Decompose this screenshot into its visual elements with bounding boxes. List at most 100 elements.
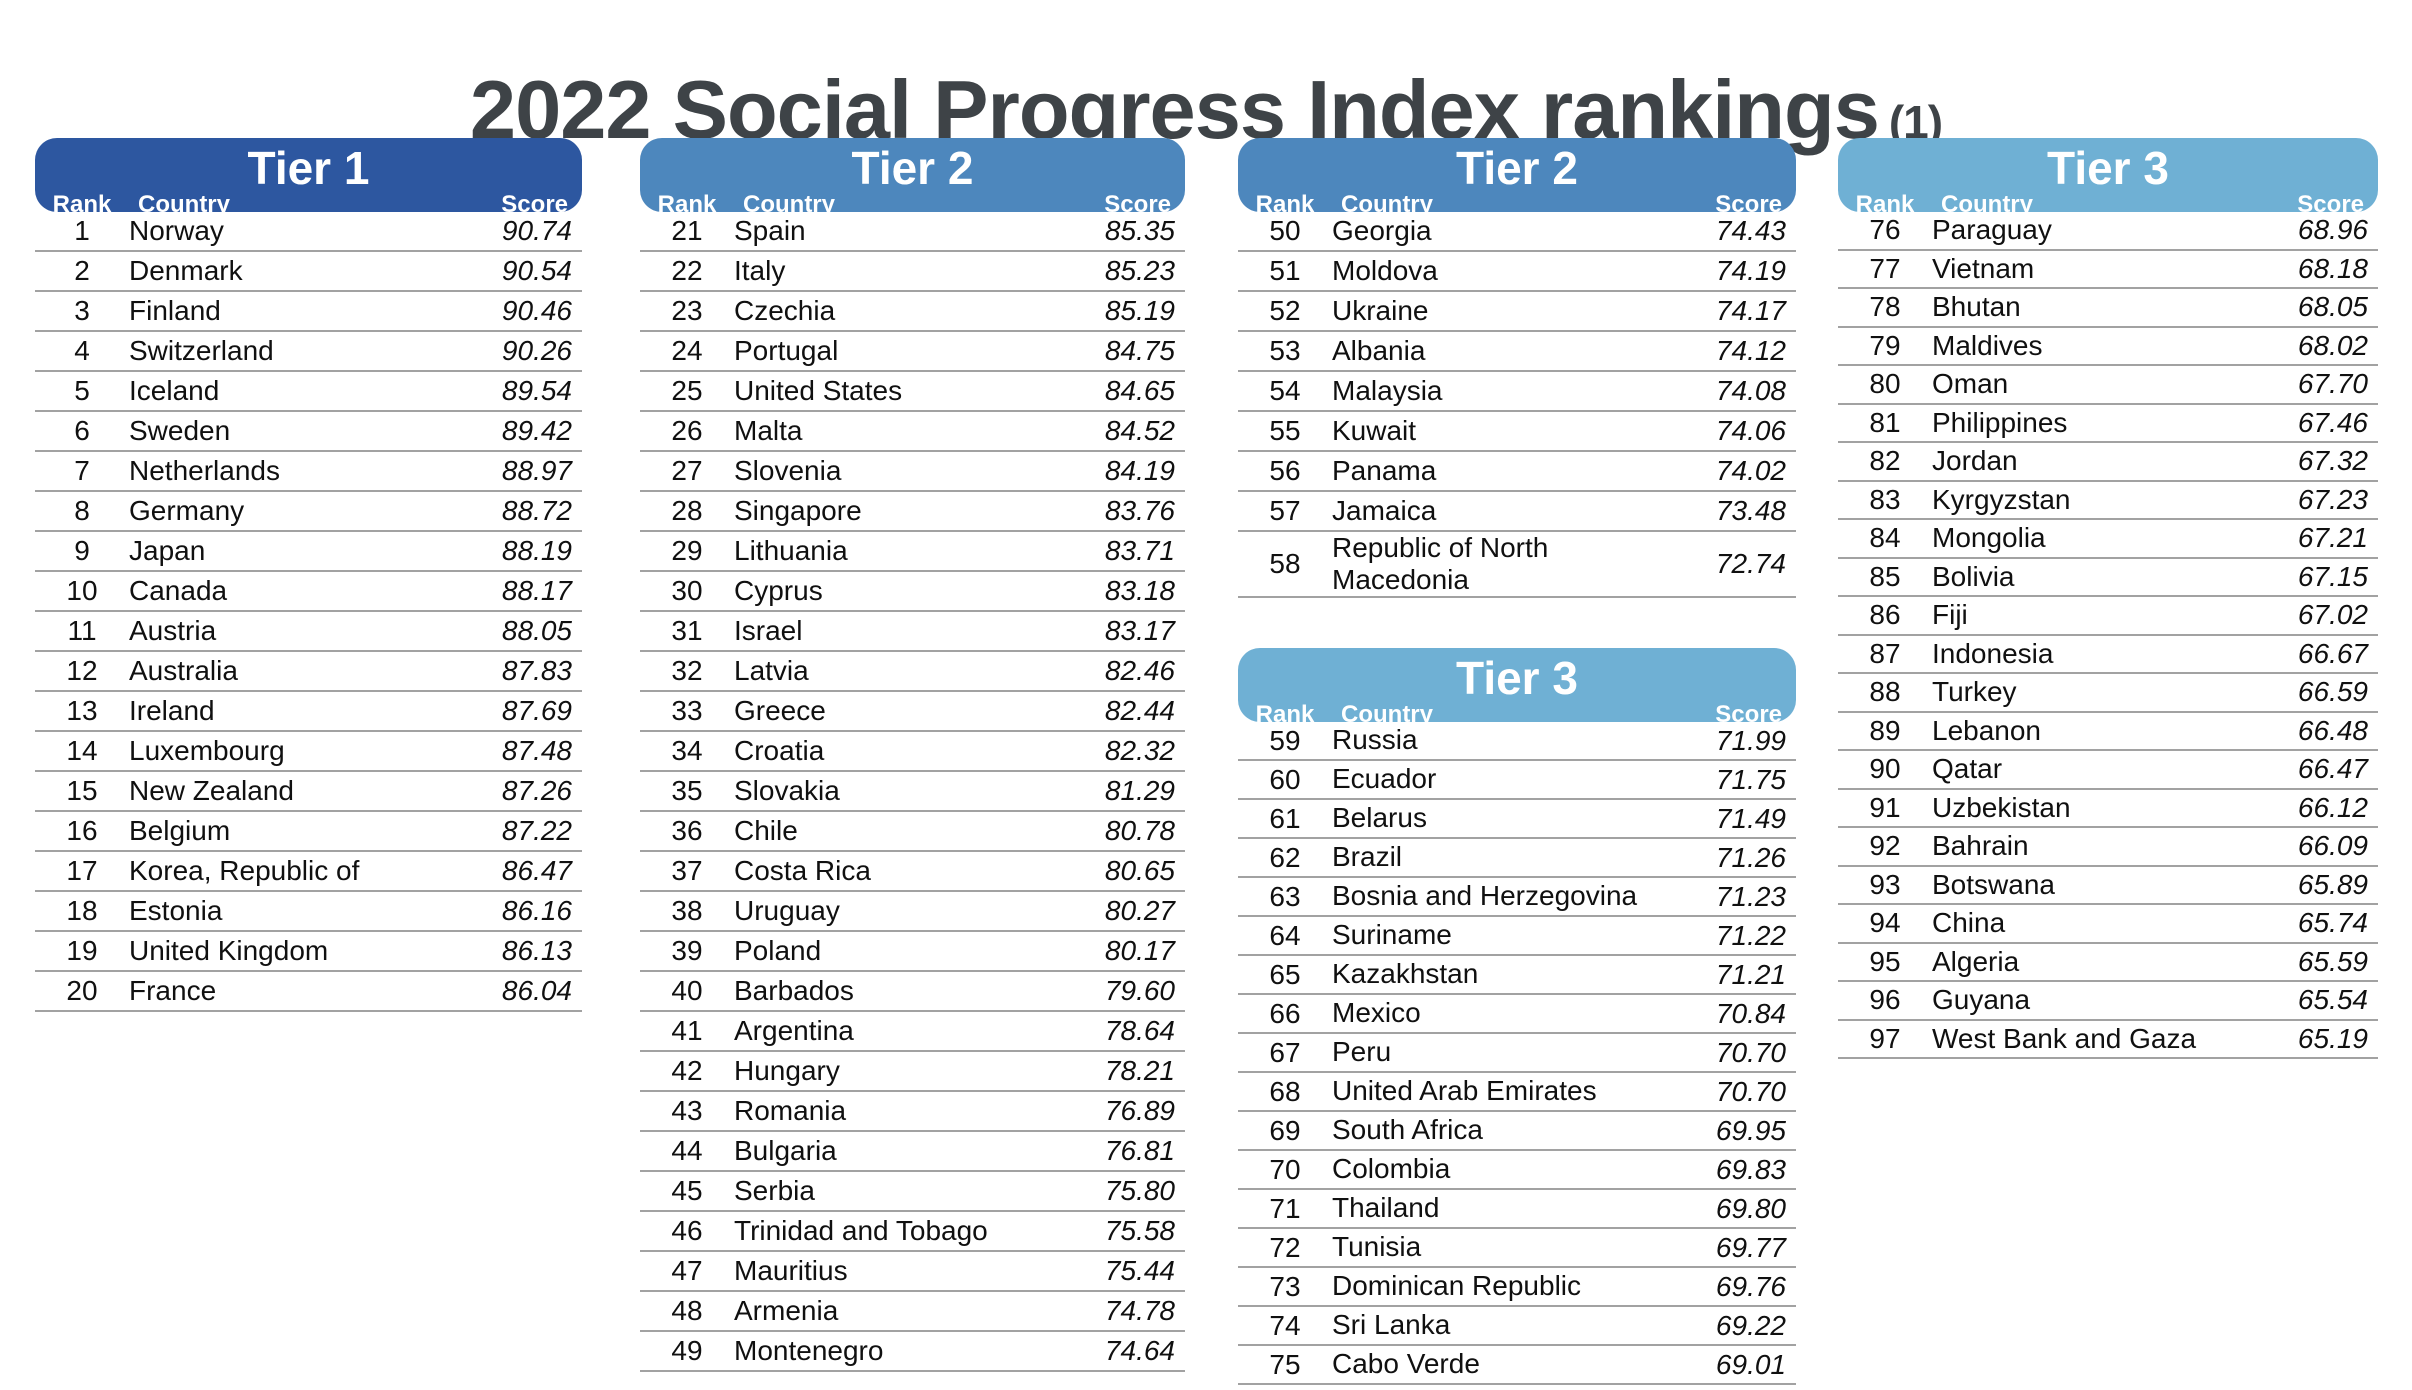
column-headers: Rank Country Score (640, 191, 1185, 224)
score-cell: 80.78 (1104, 815, 1175, 846)
rank-cell: 76 (1869, 214, 1901, 246)
table-row: 66 Mexico 70.84 (1238, 995, 1796, 1034)
country-cell: Panama (1332, 454, 1437, 486)
table-row: 71 Thailand 69.80 (1238, 1190, 1796, 1229)
country-cell: Albania (1332, 334, 1426, 366)
country-cell: Barbados (734, 974, 854, 1006)
country-cell: Brazil (1332, 841, 1403, 873)
rank-cell: 61 (1269, 802, 1301, 834)
score-cell: 68.05 (2297, 291, 2368, 323)
score-cell: 66.47 (2297, 753, 2368, 785)
table-row: 40 Barbados 79.60 (640, 972, 1185, 1012)
tier-label: Tier 1 (247, 142, 370, 194)
rank-cell: 62 (1269, 841, 1301, 873)
table-row: 77 Vietnam 68.18 (1838, 251, 2378, 289)
table-row: 91 Uzbekistan 66.12 (1838, 790, 2378, 828)
rank-cell: 91 (1869, 791, 1901, 823)
rank-cell: 73 (1269, 1270, 1301, 1302)
table-row: 74 Sri Lanka 69.22 (1238, 1307, 1796, 1346)
table-row: 69 South Africa 69.95 (1238, 1112, 1796, 1151)
score-header: Score (1715, 701, 1782, 728)
table-row: 54 Malaysia 74.08 (1238, 372, 1796, 412)
score-cell: 86.16 (501, 895, 572, 926)
table-row: 15 New Zealand 87.26 (35, 772, 582, 812)
score-cell: 66.12 (2297, 791, 2368, 823)
score-cell: 73.48 (1715, 495, 1786, 526)
table-row: 20 France 86.04 (35, 972, 582, 1012)
score-cell: 69.01 (1715, 1348, 1786, 1380)
table-row: 86 Fiji 67.02 (1838, 597, 2378, 636)
country-cell: Germany (129, 494, 245, 526)
rank-cell: 59 (1269, 724, 1301, 756)
country-cell: Japan (129, 534, 206, 566)
rank-cell: 33 (671, 695, 703, 726)
table-row: 6 Sweden 89.42 (35, 412, 582, 452)
rank-cell: 74 (1269, 1309, 1301, 1341)
rank-header: Rank (1855, 191, 1915, 218)
table-rows: 50 Georgia 74.43 51 Moldova 74.19 52 Ukraine 74.… (1238, 212, 1796, 598)
table-row: 64 Suriname 71.22 (1238, 917, 1796, 956)
score-cell: 71.22 (1715, 919, 1786, 951)
score-cell: 75.44 (1104, 1255, 1175, 1286)
country-header: Country (1941, 191, 2033, 218)
table-row: 23 Czechia 85.19 (640, 292, 1185, 332)
rank-cell: 5 (74, 375, 90, 406)
country-cell: Canada (129, 574, 228, 606)
score-cell: 65.54 (2297, 984, 2368, 1016)
table-row: 78 Bhutan 68.05 (1838, 289, 2378, 328)
score-cell: 68.96 (2297, 214, 2368, 246)
table-row: 95 Algeria 65.59 (1838, 944, 2378, 982)
rank-cell: 25 (671, 375, 703, 406)
score-cell: 85.19 (1104, 295, 1175, 326)
rank-cell: 7 (74, 455, 90, 486)
rank-cell: 77 (1869, 252, 1901, 284)
table-row: 65 Kazakhstan 71.21 (1238, 956, 1796, 995)
table-rows: 21 Spain 85.35 22 Italy 85.23 23 Czechia 85.19 24… (640, 212, 1185, 1372)
country-cell: Bulgaria (734, 1134, 837, 1166)
rank-cell: 17 (66, 855, 98, 886)
score-cell: 68.18 (2297, 252, 2368, 284)
tier-label: Tier 2 (1456, 142, 1578, 194)
rank-cell: 23 (671, 295, 703, 326)
table-row: 24 Portugal 84.75 (640, 332, 1185, 372)
rank-cell: 57 (1269, 495, 1301, 526)
score-cell: 76.81 (1104, 1135, 1175, 1166)
rank-cell: 11 (67, 615, 97, 646)
score-cell: 66.48 (2297, 714, 2368, 746)
score-cell: 89.54 (501, 375, 572, 406)
table-row: 68 United Arab Emirates 70.70 (1238, 1073, 1796, 1112)
score-cell: 74.19 (1715, 255, 1786, 286)
table-row: 16 Belgium 87.22 (35, 812, 582, 852)
rank-cell: 85 (1869, 560, 1901, 592)
rank-cell: 22 (671, 255, 703, 286)
country-cell: Cyprus (734, 574, 823, 606)
country-cell: West Bank and Gaza (1932, 1022, 2197, 1054)
score-cell: 85.35 (1104, 215, 1175, 246)
rank-cell: 52 (1269, 295, 1301, 326)
rank-cell: 8 (74, 495, 90, 526)
score-cell: 87.69 (501, 695, 572, 726)
tier1-table: Tier 1 Rank Country Score 1 Norway 90.74 2 D… (35, 138, 582, 1012)
score-cell: 65.74 (2297, 907, 2368, 939)
country-cell: Ecuador (1332, 763, 1437, 795)
country-cell: Thailand (1332, 1192, 1440, 1224)
score-cell: 84.52 (1104, 415, 1175, 446)
table-row: 61 Belarus 71.49 (1238, 800, 1796, 839)
score-cell: 87.22 (501, 815, 572, 846)
score-cell: 69.95 (1715, 1114, 1786, 1146)
score-cell: 83.18 (1104, 575, 1175, 606)
column-headers: Rank Country Score (35, 191, 582, 224)
table-row: 49 Montenegro 74.64 (640, 1332, 1185, 1372)
score-cell: 67.15 (2297, 560, 2368, 592)
rank-cell: 44 (671, 1135, 703, 1166)
tier-header: Tier 2 Rank Country Score (640, 138, 1185, 218)
country-cell: China (1932, 907, 2006, 939)
country-cell: Spain (734, 214, 806, 246)
score-cell: 66.67 (2297, 637, 2368, 669)
score-cell: 82.32 (1104, 735, 1175, 766)
score-cell: 84.19 (1104, 455, 1175, 486)
score-cell: 74.12 (1715, 335, 1786, 366)
rank-cell: 31 (671, 615, 703, 646)
score-cell: 80.27 (1104, 895, 1175, 926)
country-cell: Republic of North Macedonia (1332, 532, 1549, 596)
